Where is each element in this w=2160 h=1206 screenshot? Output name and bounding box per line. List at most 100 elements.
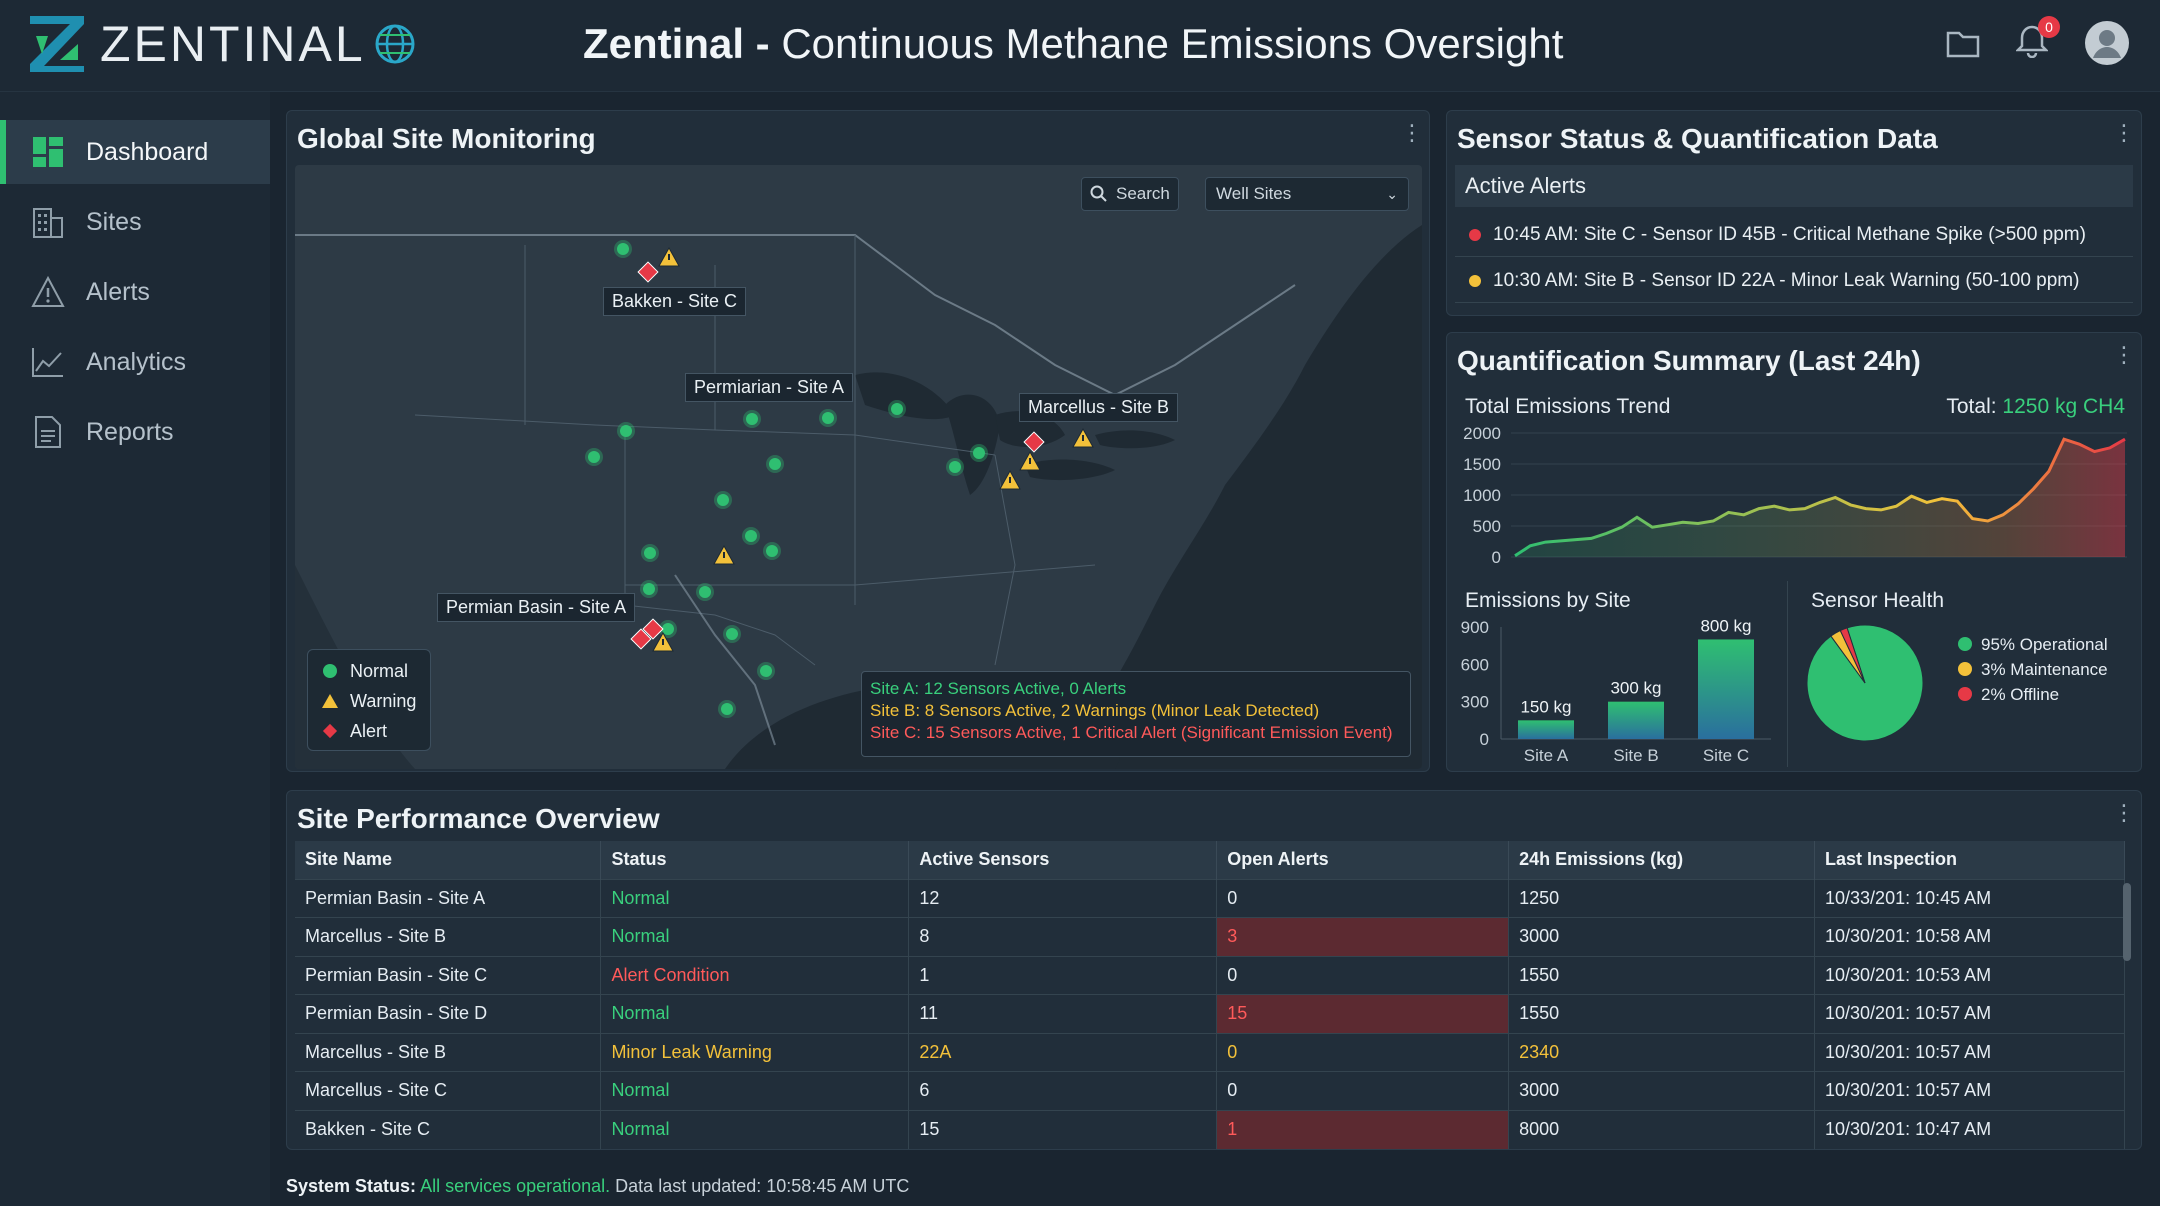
normal-site-marker[interactable] [742,527,760,545]
warning-site-marker[interactable] [999,470,1021,490]
sensor-health-chart[interactable]: 95% Operational 3% Maintenance 2% Offline [1797,617,2137,767]
cell-alerts: 0 [1216,1071,1510,1110]
bar [1608,701,1664,739]
page-title-rest: Continuous Methane Emissions Oversight [781,20,1564,67]
legend-swatch [1958,687,1972,701]
cell-inspection: 10/33/201: 10:45 AM [1814,878,2125,918]
normal-site-marker[interactable] [946,458,964,476]
sidebar-item-reports[interactable]: Reports [0,400,270,464]
column-header[interactable]: Last Inspection [1814,841,2125,879]
panel-title: Global Site Monitoring [297,123,596,154]
avatar[interactable] [2084,20,2130,66]
trend-label: Total Emissions Trend [1465,395,1671,418]
y-tick-label: 0 [1480,730,1489,749]
cell-alerts: 0 [1216,878,1510,918]
normal-site-marker[interactable] [763,542,781,560]
warning-site-marker[interactable] [713,545,735,565]
sidebar-item-label: Dashboard [86,137,209,166]
y-tick-label: 300 [1461,693,1489,712]
status-label: System Status: [286,1176,417,1196]
alert-site-marker[interactable] [1023,431,1045,453]
column-header[interactable]: Active Sensors [908,841,1218,879]
warning-dot-icon [1469,274,1481,287]
column-header[interactable]: 24h Emissions (kg) [1508,841,1816,879]
table-row[interactable]: Marcellus - Site B Normal 8 3 3000 10/30/201:… [295,917,2125,956]
cell-status: Alert Condition [600,955,910,995]
table-row[interactable]: Marcellus - Site C Normal 6 0 3000 10/30/201:… [295,1071,2125,1110]
page-title: Zentinal - Continuous Methane Emissions … [583,20,1563,68]
sidebar-item-dashboard[interactable]: Dashboard [0,120,270,184]
normal-site-marker[interactable] [718,700,736,718]
emissions-by-site-chart[interactable]: 900 600 300 0 150 kg Site A 300 kg Site B 800 kg… [1455,617,1781,767]
table-row[interactable]: Permian Basin - Site D Normal 11 15 1550 10/3… [295,994,2125,1033]
legend-label: 3% Maintenance [1981,660,2108,679]
map-search-button[interactable]: Search [1081,177,1179,211]
cell-alerts: 15 [1216,994,1510,1033]
normal-site-marker[interactable] [641,544,659,562]
normal-site-marker[interactable] [757,662,775,680]
table-row[interactable]: Permian Basin - Site A Normal 12 0 1250 10/33… [295,878,2125,918]
map-label-permian-basin[interactable]: Permian Basin - Site A [437,593,636,622]
sidebar-item-label: Reports [86,417,174,446]
column-header[interactable]: Status [600,841,910,879]
warning-site-marker[interactable] [1072,428,1094,448]
quantification-summary-panel: Quantification Summary (Last 24h) ⋮ Tota… [1446,332,2142,772]
normal-site-marker[interactable] [723,625,741,643]
more-options-icon[interactable]: ⋮ [2113,342,2135,367]
sidebar-item-alerts[interactable]: Alerts [0,260,270,324]
table-scrollbar[interactable] [2123,883,2131,961]
warning-site-marker[interactable] [1019,451,1041,471]
bar-data-label: 800 kg [1700,617,1751,635]
site-map[interactable]: Search Well Sites ⌄ [295,165,1422,769]
normal-site-marker[interactable] [766,455,784,473]
cell-inspection: 10/30/201: 10:58 AM [1814,917,2125,956]
total-emissions: Total: 1250 kg CH4 [1946,395,2125,419]
normal-site-marker[interactable] [614,240,632,258]
emissions-trend-chart[interactable]: 2000 1500 1000 500 0 [1455,423,2135,567]
normal-site-marker[interactable] [888,400,906,418]
alert-site-marker[interactable] [637,261,659,283]
warning-site-marker[interactable] [658,247,680,267]
more-options-icon[interactable]: ⋮ [1401,120,1423,145]
normal-site-marker[interactable] [714,491,732,509]
cell-status: Normal [600,994,910,1033]
more-options-icon[interactable]: ⋮ [2113,120,2135,145]
table-row[interactable]: Permian Basin - Site C Alert Condition 1 0 1… [295,955,2125,995]
panel-title: Sensor Status & Quantification Data [1457,123,1938,154]
cell-sensors: 15 [908,1109,1218,1149]
alert-item[interactable]: 10:30 AM: Site B - Sensor ID 22A - Minor… [1455,259,2133,303]
column-header[interactable]: Site Name [295,841,602,879]
logo[interactable]: ZENTINAL [28,14,416,74]
normal-site-marker[interactable] [696,583,714,601]
cell-site: Marcellus - Site B [295,1032,602,1072]
normal-site-marker[interactable] [743,410,761,428]
map-label-marcellus[interactable]: Marcellus - Site B [1019,393,1179,422]
table-row[interactable]: Marcellus - Site B Minor Leak Warning 22A 0… [295,1032,2125,1072]
alert-text: 10:30 AM: Site B - Sensor ID 22A - Minor… [1493,269,2080,291]
legend-warning: Warning [350,690,417,711]
normal-site-marker[interactable] [640,580,658,598]
normal-site-marker[interactable] [617,422,635,440]
cell-emissions: 3000 [1508,1071,1816,1110]
cell-status: Normal [600,1109,910,1149]
notifications-button[interactable]: 0 [2014,15,2060,63]
cell-inspection: 10/30/201: 10:57 AM [1814,1071,2125,1110]
column-header[interactable]: Open Alerts [1216,841,1510,879]
more-options-icon[interactable]: ⋮ [2113,800,2135,825]
map-label-permian-a[interactable]: Permiarian - Site A [685,373,854,402]
bar [1518,720,1574,739]
table-row[interactable]: Bakken - Site C Normal 15 1 8000 10/30/201: 1… [295,1109,2125,1149]
cell-alerts: 0 [1216,1032,1510,1072]
normal-site-marker[interactable] [585,448,603,466]
alert-item[interactable]: 10:45 AM: Site C - Sensor ID 45B - Criti… [1455,213,2133,257]
map-label-bakken[interactable]: Bakken - Site C [603,287,747,316]
cell-inspection: 10/30/201: 10:57 AM [1814,994,2125,1033]
sidebar-item-analytics[interactable]: Analytics [0,330,270,394]
cell-alerts: 1 [1216,1109,1510,1149]
site-type-select[interactable]: Well Sites ⌄ [1205,177,1409,211]
normal-site-marker[interactable] [970,444,988,462]
normal-site-marker[interactable] [819,409,837,427]
cell-emissions: 8000 [1508,1109,1816,1149]
folder-icon[interactable] [1946,28,1980,58]
sidebar-item-sites[interactable]: Sites [0,190,270,254]
